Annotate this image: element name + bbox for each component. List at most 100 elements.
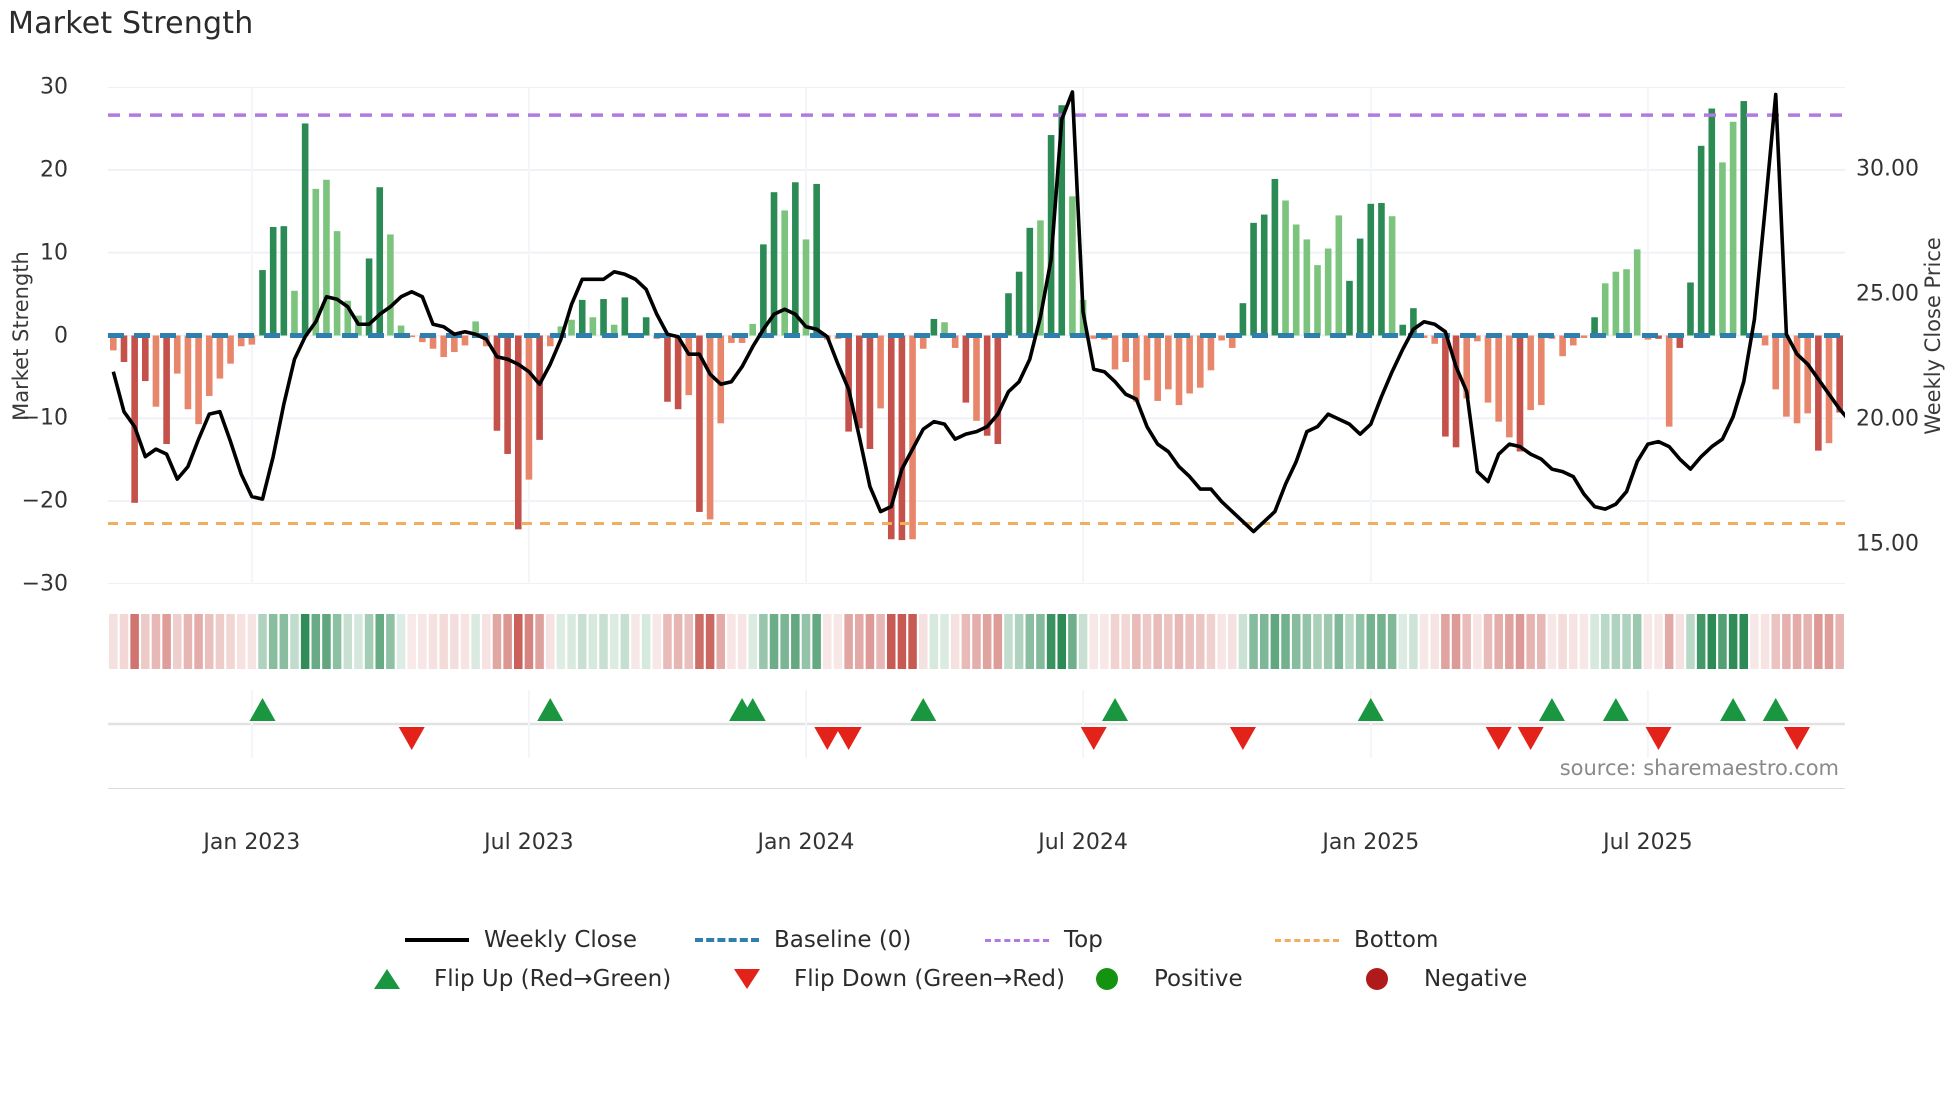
page-title: Market Strength xyxy=(8,6,254,41)
legend-item-dot-red[interactable]: Negative xyxy=(1340,966,1610,992)
strength-bar xyxy=(1207,335,1215,371)
heat-cell xyxy=(524,614,534,669)
flip-marker-svg xyxy=(108,690,1845,758)
heat-cell xyxy=(950,614,960,669)
heat-cell xyxy=(652,614,662,669)
heat-cell xyxy=(1526,614,1535,669)
legend-item-dash-purple[interactable]: Top xyxy=(980,927,1270,953)
top-dash-icon xyxy=(985,938,1049,942)
strength-bar xyxy=(1623,269,1630,336)
chart-legend: Weekly Close Baseline (0) Top Bottom Flip U… xyxy=(0,910,1960,1020)
heat-cell xyxy=(450,614,459,669)
weekly-close-line xyxy=(111,90,1845,534)
strength-bar xyxy=(674,335,682,410)
heat-cell xyxy=(1089,614,1098,669)
strength-bar xyxy=(1793,335,1801,424)
strength-bar xyxy=(1058,105,1066,336)
strength-bar xyxy=(1665,335,1673,427)
strength-bar xyxy=(738,335,746,343)
strength-bar xyxy=(1591,317,1598,336)
strength-bar xyxy=(1378,202,1385,336)
heat-cell xyxy=(279,614,289,669)
flip-down-marker xyxy=(814,727,841,750)
heat-cell xyxy=(141,614,150,669)
heat-cell xyxy=(1291,614,1301,669)
strength-bar xyxy=(589,317,597,336)
heat-cell xyxy=(183,614,193,669)
weekly-close-line-icon xyxy=(405,938,469,942)
strength-bar xyxy=(440,335,447,358)
strength-bar xyxy=(493,335,501,431)
flip-down-marker xyxy=(1645,727,1672,750)
heat-cell xyxy=(151,614,161,669)
strength-bar xyxy=(376,187,384,336)
heat-cell xyxy=(1430,614,1439,669)
heat-cell xyxy=(1302,614,1312,669)
legend-item-dash-blue[interactable]: Baseline (0) xyxy=(690,927,980,953)
heat-cell xyxy=(844,614,853,669)
x-tick: Jan 2023 xyxy=(203,830,301,855)
heat-cell xyxy=(588,614,598,669)
y-tick-left: 10 xyxy=(40,240,68,266)
heat-cell xyxy=(130,614,139,669)
strength-bar xyxy=(419,335,426,343)
heat-cell xyxy=(1355,614,1365,669)
legend-label: Top xyxy=(1064,927,1103,953)
source-caption: source: sharemaestro.com xyxy=(1559,756,1839,780)
strength-bar xyxy=(792,182,799,336)
heat-cell xyxy=(1110,614,1120,669)
strength-bar xyxy=(1388,216,1396,336)
strength-bar xyxy=(365,258,373,336)
y-tick-left: 0 xyxy=(54,323,68,348)
heat-cell xyxy=(1238,614,1248,669)
legend-item-tri-up[interactable]: Flip Up (Red→Green) xyxy=(350,966,710,992)
strength-bar xyxy=(1196,335,1204,388)
heat-cell xyxy=(439,614,448,669)
strength-bar xyxy=(717,335,725,424)
strength-bar xyxy=(898,335,906,541)
y-tick-left: −10 xyxy=(21,405,68,431)
heat-cell xyxy=(1174,614,1184,669)
strength-bar xyxy=(919,335,927,349)
heat-cell xyxy=(1718,614,1727,669)
heat-cell xyxy=(982,614,992,669)
heat-cell xyxy=(1270,614,1280,669)
strength-bar xyxy=(120,335,128,363)
heat-cell xyxy=(929,614,939,669)
y-tick-right: 30.00 xyxy=(1856,156,1919,182)
legend-item-line-black[interactable]: Weekly Close xyxy=(400,927,690,953)
legend-label: Flip Down (Green→Red) xyxy=(794,966,1065,992)
legend-item-dash-orange[interactable]: Bottom xyxy=(1270,927,1560,953)
strength-bar xyxy=(951,335,959,348)
strength-bar xyxy=(1165,335,1172,390)
heat-cell xyxy=(535,614,544,669)
heat-cell xyxy=(492,614,502,669)
legend-item-tri-down[interactable]: Flip Down (Green→Red) xyxy=(710,966,1070,992)
legend-item-dot-green[interactable]: Positive xyxy=(1070,966,1340,992)
heat-cell xyxy=(1824,614,1834,669)
heat-cell xyxy=(1739,614,1749,669)
strength-bar xyxy=(728,335,735,343)
strength-bar xyxy=(1633,249,1641,336)
flip-down-marker xyxy=(1485,727,1512,750)
heat-cell xyxy=(1451,614,1461,669)
y-tick-right: 25.00 xyxy=(1856,281,1919,307)
strength-bar xyxy=(333,231,341,336)
heat-cell xyxy=(1014,614,1024,669)
heat-cell xyxy=(460,614,470,669)
strength-bar xyxy=(1452,335,1460,448)
strength-bar xyxy=(152,335,160,407)
strength-bar xyxy=(1580,335,1588,338)
heat-cell xyxy=(918,614,928,669)
baseline-dash-icon xyxy=(695,938,759,942)
heat-cell xyxy=(727,614,736,669)
heat-cell xyxy=(194,614,203,669)
strength-bar xyxy=(1719,162,1726,336)
strength-bar xyxy=(1740,101,1748,336)
legend-label: Positive xyxy=(1154,966,1243,992)
heat-cell xyxy=(1814,614,1823,669)
heat-cell xyxy=(1483,614,1493,669)
strength-bar xyxy=(770,192,778,336)
strength-bar xyxy=(1090,335,1098,339)
heat-cell xyxy=(300,614,310,669)
